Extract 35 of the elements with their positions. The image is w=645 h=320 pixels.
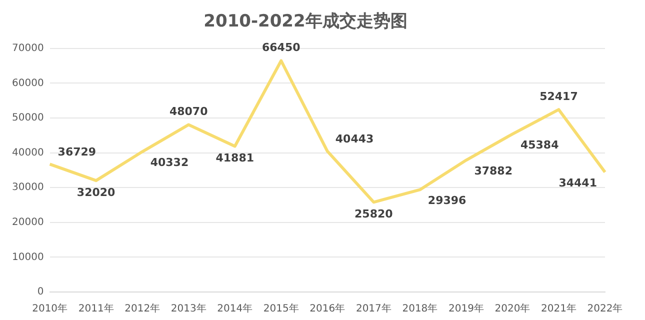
- y-tick-label: 60000: [12, 78, 44, 89]
- y-tick-label: 0: [37, 286, 44, 298]
- x-tick-label: 2012年: [124, 302, 160, 315]
- x-tick-label: 2020年: [494, 302, 530, 315]
- data-label: 34441: [558, 176, 597, 190]
- chart-title: 2010-2022年成交走势图: [204, 12, 408, 32]
- x-tick-label: 2019年: [448, 302, 484, 315]
- data-label: 32020: [76, 186, 116, 199]
- y-tick-label: 30000: [12, 182, 44, 194]
- x-tick-label: 2011年: [78, 302, 114, 315]
- data-label: 41881: [216, 152, 254, 165]
- data-label: 36729: [58, 146, 96, 159]
- data-label: 29396: [428, 194, 467, 208]
- x-tick-label: 2018年: [402, 302, 438, 315]
- y-tick-label: 10000: [12, 252, 44, 263]
- y-tick-label: 70000: [12, 42, 44, 54]
- x-tick-label: 2014年: [217, 302, 253, 315]
- data-label: 40332: [150, 156, 189, 170]
- data-label: 37882: [474, 164, 512, 178]
- data-label: 66450: [262, 41, 301, 54]
- x-tick-label: 2016年: [310, 302, 346, 315]
- data-label: 40443: [335, 132, 374, 146]
- data-label: 25820: [354, 208, 394, 221]
- x-tick-label: 2022年: [587, 302, 623, 315]
- x-tick-label: 2010年: [32, 302, 68, 315]
- data-label: 45384: [520, 138, 560, 152]
- x-tick-label: 2021年: [541, 302, 576, 315]
- y-tick-label: 20000: [12, 216, 44, 228]
- x-tick-label: 2015年: [263, 302, 299, 315]
- x-tick-label: 2013年: [170, 302, 206, 315]
- y-tick-label: 50000: [12, 112, 44, 124]
- data-label: 52417: [540, 90, 578, 103]
- x-tick-label: 2017年: [356, 302, 392, 315]
- data-label: 48070: [169, 105, 208, 118]
- y-tick-label: 40000: [12, 147, 44, 158]
